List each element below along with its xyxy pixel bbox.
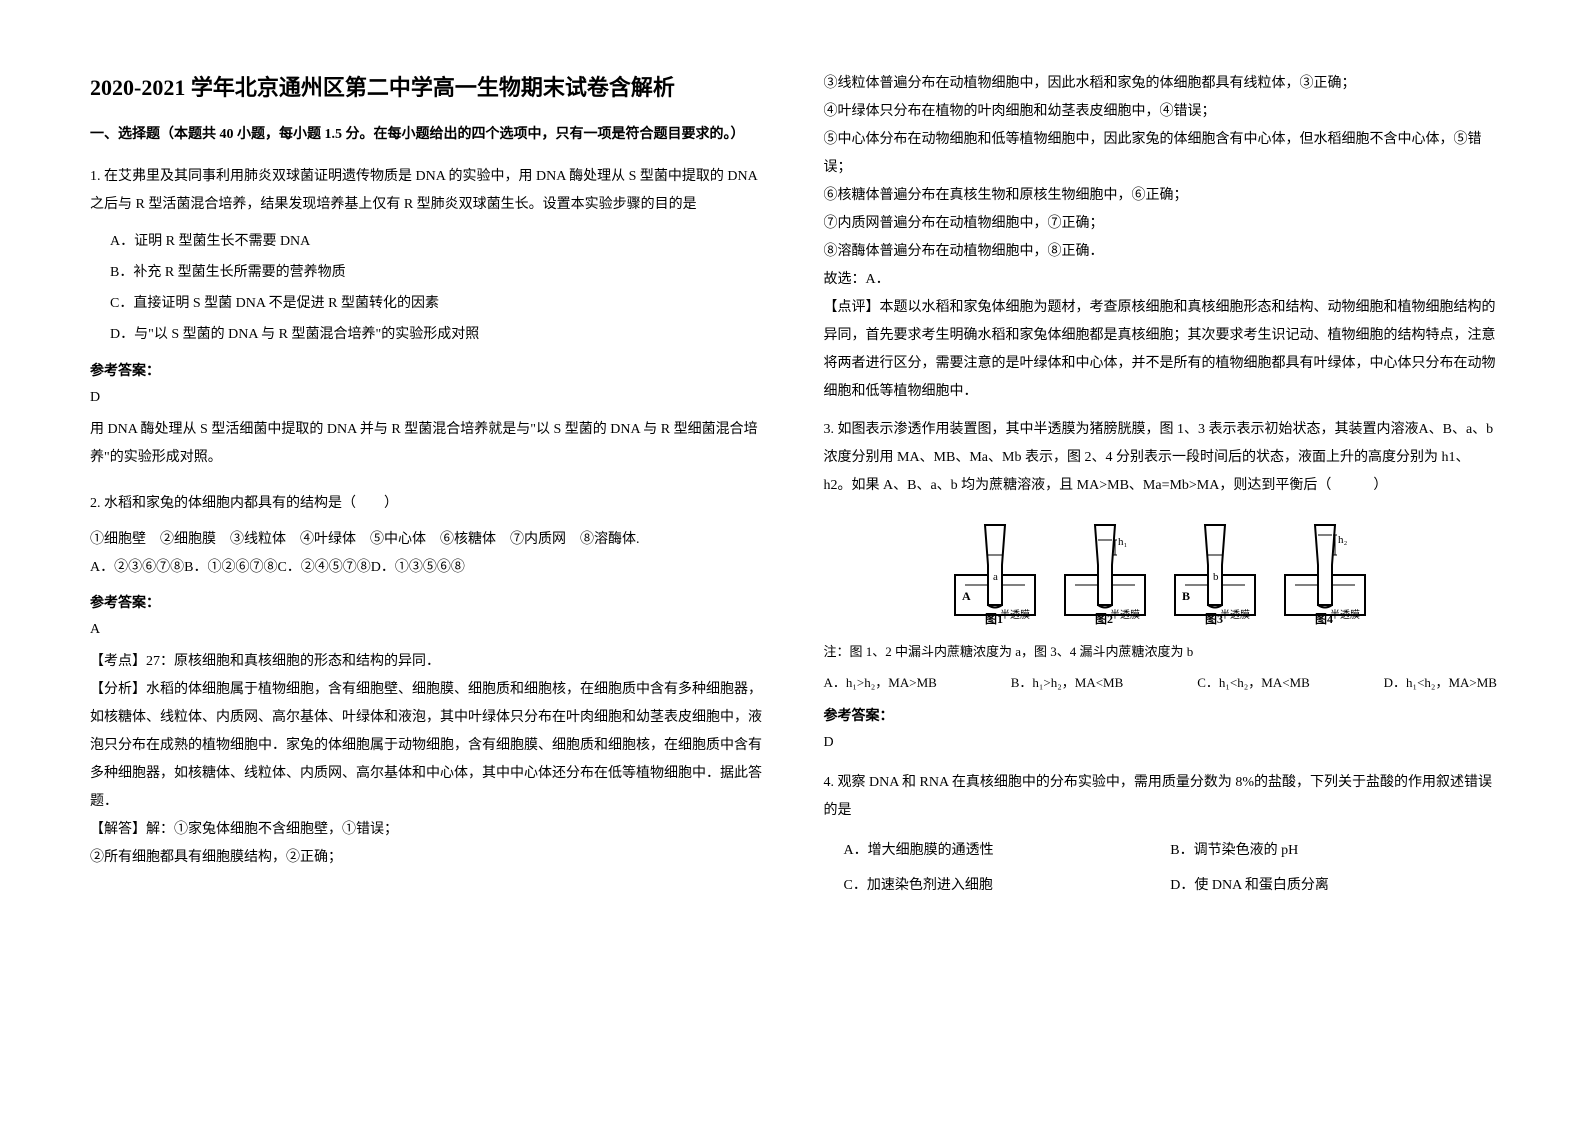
q3-answer-label: 参考答案： <box>824 705 1498 725</box>
diagram-4: h₂ 图4 半透膜 <box>1280 515 1370 625</box>
q2-items: ①细胞壁 ②细胞膜 ③线粒体 ④叶绿体 ⑤中心体 ⑥核糖体 ⑦内质网 ⑧溶酶体. <box>90 526 764 554</box>
q4-opt-b: B．调节染色液的 pH <box>1170 833 1497 868</box>
question-4: 4. 观察 DNA 和 RNA 在真核细胞中的分布实验中，需用质量分数为 8%的… <box>824 769 1498 903</box>
q2-text: 2. 水稻和家兔的体细胞内都具有的结构是（ ） <box>90 490 764 518</box>
q3-opt-d: D．h₁<h₂，MA>MB <box>1384 671 1497 694</box>
question-1: 1. 在艾弗里及其同事利用肺炎双球菌证明遗传物质是 DNA 的实验中，用 DNA… <box>90 163 764 472</box>
diagram-2: h₁ 图2 半透膜 <box>1060 515 1150 625</box>
q1-explanation: 用 DNA 酶处理从 S 型活细菌中提取的 DNA 并与 R 型菌混合培养就是与… <box>90 416 764 472</box>
q2-answer-label: 参考答案： <box>90 592 764 612</box>
svg-text:半透膜: 半透膜 <box>1220 608 1250 621</box>
q4-row1: A．增大细胞膜的通透性 B．调节染色液的 pH <box>824 833 1498 868</box>
question-3: 3. 如图表示渗透作用装置图，其中半透膜为猪膀胱膜，图 1、3 表示表示初始状态… <box>824 416 1498 751</box>
q4-row2: C．加速染色剂进入细胞 D．使 DNA 和蛋白质分离 <box>824 868 1498 903</box>
svg-text:a: a <box>993 571 998 583</box>
page-title: 2020-2021 学年北京通州区第二中学高一生物期末试卷含解析 <box>90 70 764 102</box>
q4-opt-a: A．增大细胞膜的通透性 <box>824 833 1171 868</box>
q3-note: 注：图 1、2 中漏斗内蔗糖浓度为 a，图 3、4 漏斗内蔗糖浓度为 b <box>824 640 1498 663</box>
q2-guxuan: 故选：A． <box>824 266 1498 294</box>
q3-opt-a: A．h₁>h₂，MA>MB <box>824 671 937 694</box>
q2-item6: ⑥核糖体普遍分布在真核生物和原核生物细胞中，⑥正确； <box>824 182 1498 210</box>
q2-kaodian: 【考点】27：原核细胞和真核细胞的形态和结构的异同． <box>90 648 764 676</box>
q2-jieda: 【解答】解：①家兔体细胞不含细胞壁，①错误； <box>90 816 764 844</box>
q3-diagrams: A a 图1 半透膜 h₁ 图2 半透膜 <box>824 515 1498 625</box>
q4-opt-d: D．使 DNA 和蛋白质分离 <box>1170 868 1497 903</box>
q3-opt-c: C．h₁<h₂，MA<MB <box>1197 671 1310 694</box>
diagram-3: B b 图3 半透膜 <box>1170 515 1260 625</box>
page-container: 2020-2021 学年北京通州区第二中学高一生物期末试卷含解析 一、选择题（本… <box>90 70 1497 1052</box>
svg-text:b: b <box>1213 571 1219 583</box>
svg-text:B: B <box>1182 589 1190 603</box>
q2-item3: ③线粒体普遍分布在动植物细胞中，因此水稻和家兔的体细胞都具有线粒体，③正确； <box>824 70 1498 98</box>
q4-text: 4. 观察 DNA 和 RNA 在真核细胞中的分布实验中，需用质量分数为 8%的… <box>824 769 1498 825</box>
q1-answer: D <box>90 390 764 406</box>
q2-answer: A <box>90 622 764 638</box>
right-column: ③线粒体普遍分布在动植物细胞中，因此水稻和家兔的体细胞都具有线粒体，③正确； ④… <box>824 70 1498 1052</box>
q2-fenxi: 【分析】水稻的体细胞属于植物细胞，含有细胞壁、细胞膜、细胞质和细胞核，在细胞质中… <box>90 676 764 816</box>
svg-text:h₂: h₂ <box>1338 534 1348 546</box>
q2-item8: ⑧溶酶体普遍分布在动植物细胞中，⑧正确． <box>824 238 1498 266</box>
svg-text:A: A <box>962 589 971 603</box>
q2-item7: ⑦内质网普遍分布在动植物细胞中，⑦正确； <box>824 210 1498 238</box>
question-2: 2. 水稻和家兔的体细胞内都具有的结构是（ ） ①细胞壁 ②细胞膜 ③线粒体 ④… <box>90 490 764 872</box>
left-column: 2020-2021 学年北京通州区第二中学高一生物期末试卷含解析 一、选择题（本… <box>90 70 764 1052</box>
q2-dianping: 【点评】本题以水稻和家兔体细胞为题材，考查原核细胞和真核细胞形态和结构、动物细胞… <box>824 294 1498 406</box>
q3-options: A．h₁>h₂，MA>MB B．h₁>h₂，MA<MB C．h₁<h₂，MA<M… <box>824 671 1498 694</box>
q2-item2: ②所有细胞都具有细胞膜结构，②正确； <box>90 844 764 872</box>
q3-answer: D <box>824 735 1498 751</box>
q1-option-a: A．证明 R 型菌生长不需要 DNA <box>90 227 764 258</box>
q1-option-d: D．与"以 S 型菌的 DNA 与 R 型菌混合培养"的实验形成对照 <box>90 320 764 351</box>
q2-item5: ⑤中心体分布在动物细胞和低等植物细胞中，因此家兔的体细胞含有中心体，但水稻细胞不… <box>824 126 1498 182</box>
q2-item4: ④叶绿体只分布在植物的叶肉细胞和幼茎表皮细胞中，④错误； <box>824 98 1498 126</box>
diagram-1: A a 图1 半透膜 <box>950 515 1040 625</box>
q1-option-b: B．补充 R 型菌生长所需要的营养物质 <box>90 258 764 289</box>
q2-opts: A．②③⑥⑦⑧B．①②⑥⑦⑧C．②④⑤⑦⑧D．①③⑤⑥⑧ <box>90 554 764 582</box>
q1-option-c: C．直接证明 S 型菌 DNA 不是促进 R 型菌转化的因素 <box>90 289 764 320</box>
q3-text: 3. 如图表示渗透作用装置图，其中半透膜为猪膀胱膜，图 1、3 表示表示初始状态… <box>824 416 1498 500</box>
q3-opt-b: B．h₁>h₂，MA<MB <box>1011 671 1124 694</box>
section-header: 一、选择题（本题共 40 小题，每小题 1.5 分。在每小题给出的四个选项中，只… <box>90 122 764 147</box>
svg-text:半透膜: 半透膜 <box>1330 608 1360 621</box>
svg-text:半透膜: 半透膜 <box>1000 608 1030 621</box>
svg-text:半透膜: 半透膜 <box>1110 608 1140 621</box>
svg-text:h₁: h₁ <box>1118 536 1128 548</box>
q1-answer-label: 参考答案： <box>90 360 764 380</box>
q1-text: 1. 在艾弗里及其同事利用肺炎双球菌证明遗传物质是 DNA 的实验中，用 DNA… <box>90 163 764 219</box>
q4-opt-c: C．加速染色剂进入细胞 <box>824 868 1171 903</box>
